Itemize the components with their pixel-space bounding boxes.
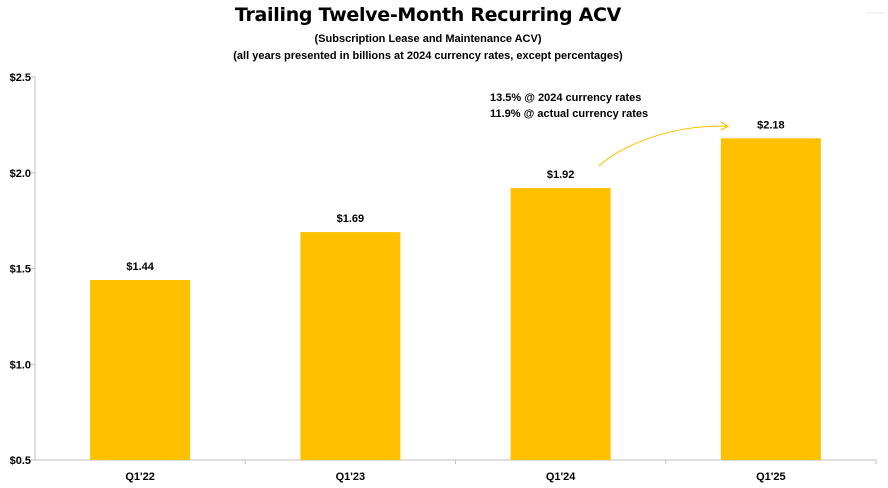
x-tick-label: Q1'25 bbox=[756, 471, 786, 483]
chart-subtitle-units: (all years presented in billions at 2024… bbox=[233, 50, 623, 62]
y-tick-label: $0.5 bbox=[10, 455, 31, 467]
growth-note-actual-rates: 11.9% @ actual currency rates bbox=[490, 108, 648, 120]
data-label: $1.92 bbox=[547, 169, 575, 181]
bar bbox=[90, 279, 191, 460]
x-tick-label: Q1'24 bbox=[546, 471, 576, 483]
data-label: $1.44 bbox=[126, 261, 154, 273]
bar bbox=[510, 188, 611, 460]
chart-title: Trailing Twelve-Month Recurring ACV bbox=[234, 4, 622, 26]
data-label: $1.69 bbox=[337, 213, 365, 225]
y-tick-label: $1.0 bbox=[10, 359, 31, 371]
growth-arrow bbox=[598, 126, 727, 167]
x-tick-label: Q1'22 bbox=[125, 471, 155, 483]
x-tick-label: Q1'23 bbox=[336, 471, 366, 483]
y-tick-label: $2.5 bbox=[10, 72, 31, 84]
chart-subtitle: (Subscription Lease and Maintenance ACV) bbox=[314, 33, 542, 45]
corner-mark bbox=[866, 12, 884, 14]
bar bbox=[720, 138, 821, 460]
growth-note-2024-rates: 13.5% @ 2024 currency rates bbox=[490, 92, 641, 104]
data-label: $2.18 bbox=[757, 119, 785, 131]
y-tick-label: $2.0 bbox=[10, 168, 31, 180]
y-tick-label: $1.5 bbox=[10, 264, 31, 276]
bar bbox=[300, 232, 401, 460]
